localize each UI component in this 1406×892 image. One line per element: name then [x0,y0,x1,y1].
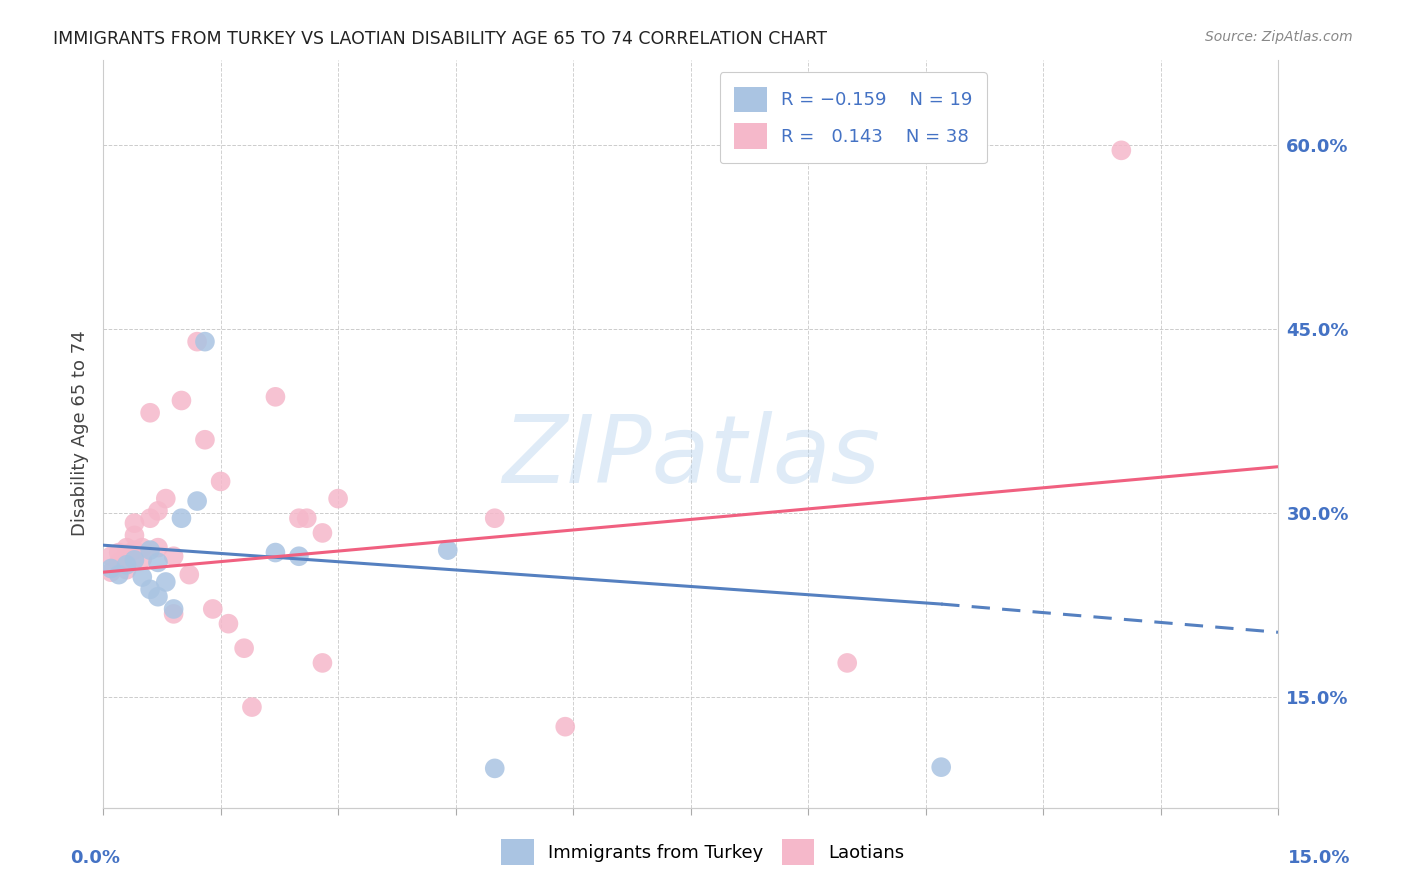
Point [1111,144,1133,158]
Point [155,574,177,589]
Point [115,558,138,572]
Text: ZIPatlas: ZIPatlas [502,410,880,501]
Point [484,511,506,525]
Legend: Immigrants from Turkey, Laotians: Immigrants from Turkey, Laotians [494,832,912,872]
Point [124,543,146,558]
Point [107,567,129,582]
Point [288,511,311,525]
Text: 15.0%: 15.0% [1288,849,1350,867]
Point [295,511,318,525]
Point [233,641,256,656]
Point [162,602,184,616]
Point [146,590,169,604]
Point [217,616,239,631]
Point [436,543,458,558]
Point [179,567,201,582]
Point [186,334,208,349]
Point [139,582,162,597]
Legend: R = −0.159    N = 19, R =   0.143    N = 38: R = −0.159 N = 19, R = 0.143 N = 38 [720,72,987,163]
Point [554,720,576,734]
Point [240,700,263,714]
Point [264,390,287,404]
Point [170,511,193,525]
Point [170,393,193,408]
Text: 0.0%: 0.0% [70,849,121,867]
Text: IMMIGRANTS FROM TURKEY VS LAOTIAN DISABILITY AGE 65 TO 74 CORRELATION CHART: IMMIGRANTS FROM TURKEY VS LAOTIAN DISABI… [53,30,827,48]
Point [139,511,162,525]
Point [209,475,232,489]
Point [100,565,122,579]
Point [131,551,153,566]
Point [484,761,506,775]
Point [115,541,138,555]
Point [146,504,169,518]
Point [264,545,287,559]
Point [100,561,122,575]
Point [107,555,129,569]
Point [194,433,217,447]
Point [100,549,122,564]
Point [288,549,311,564]
Point [115,563,138,577]
Point [139,543,162,558]
Point [146,555,169,569]
Point [311,525,333,540]
Point [929,760,952,774]
Text: Source: ZipAtlas.com: Source: ZipAtlas.com [1205,30,1353,45]
Point [837,656,859,670]
Point [139,406,162,420]
Point [162,549,184,564]
Point [115,547,138,561]
Point [131,570,153,584]
Point [107,545,129,559]
Point [186,494,208,508]
Point [124,528,146,542]
Point [124,516,146,530]
Point [146,541,169,555]
Point [131,541,153,555]
Point [326,491,349,506]
Point [124,553,146,567]
Point [311,656,333,670]
Point [162,607,184,621]
Y-axis label: Disability Age 65 to 74: Disability Age 65 to 74 [72,331,89,536]
Point [194,334,217,349]
Point [201,602,224,616]
Point [155,491,177,506]
